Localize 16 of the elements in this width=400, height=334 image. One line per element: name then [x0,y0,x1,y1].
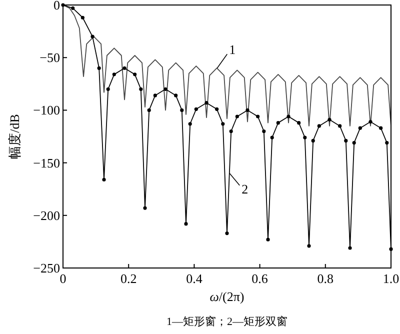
y-tick-label: 0 [54,0,60,12]
x-axis-title: ω/(2π) [210,289,244,304]
x-tick-label: 0.8 [317,271,334,286]
y-tick-label: −200 [33,208,60,223]
y-tick-label: −100 [33,102,60,118]
x-tick-label: 0.2 [120,271,137,286]
text: 1—矩形窗；2—矩形双窗 [166,315,288,328]
y-axis-title: 幅度/dB [7,114,22,159]
y-tick-label: −150 [33,155,60,170]
annotation: 1 [229,42,236,58]
y-tick-label: −50 [40,50,60,66]
annotation: 2 [242,181,248,196]
y-tick-label: −250 [33,260,60,276]
x-tick-label: 0.6 [252,271,268,286]
x-tick-label: 1.0 [382,271,400,286]
x-tick-label: 0.4 [186,271,203,286]
